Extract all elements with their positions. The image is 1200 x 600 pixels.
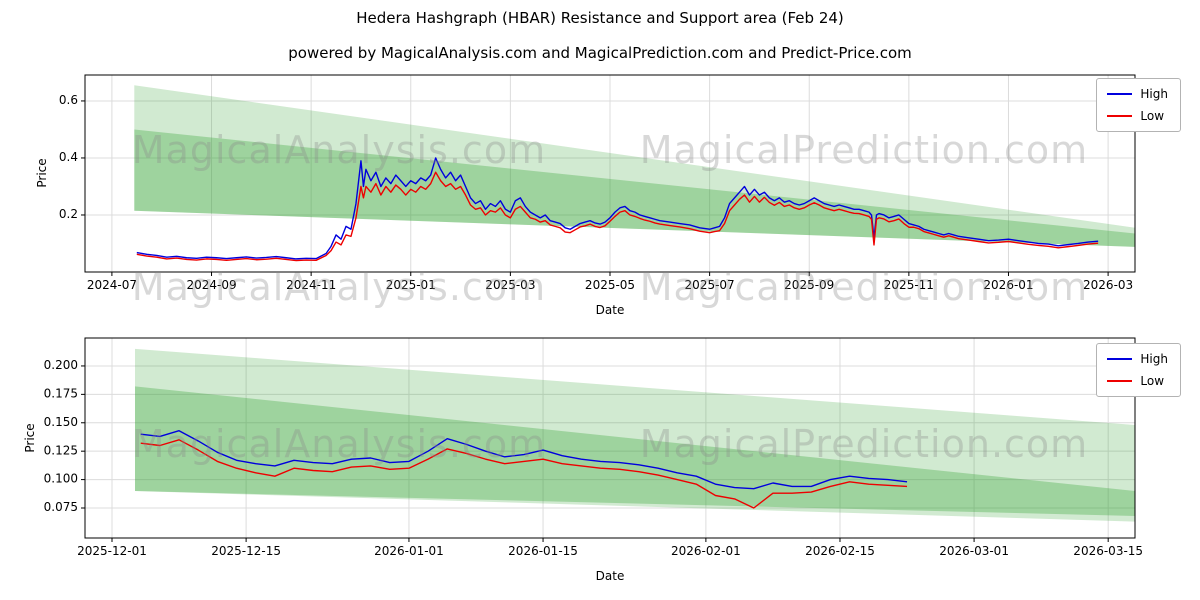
legend-label-low: Low bbox=[1140, 109, 1165, 123]
high-line-swatch bbox=[1107, 358, 1133, 360]
top-x-axis-label: Date bbox=[595, 303, 625, 317]
low-line-swatch bbox=[1107, 115, 1133, 117]
chart-subtitle: powered by MagicalAnalysis.com and Magic… bbox=[288, 44, 912, 62]
low-line-swatch bbox=[1107, 380, 1133, 382]
legend-item-high: High bbox=[1107, 352, 1168, 366]
top-y-axis-label: Price bbox=[35, 158, 49, 188]
legend-item-low: Low bbox=[1107, 109, 1168, 123]
legend-item-high: High bbox=[1107, 87, 1168, 101]
legend-label-high: High bbox=[1140, 352, 1168, 366]
bottom-legend: High Low bbox=[1096, 343, 1181, 397]
bottom-y-axis-label: Price bbox=[23, 423, 37, 453]
legend-item-low: Low bbox=[1107, 374, 1168, 388]
chart-title: Hedera Hashgraph (HBAR) Resistance and S… bbox=[356, 9, 844, 27]
legend-label-high: High bbox=[1140, 87, 1168, 101]
top-legend: High Low bbox=[1096, 78, 1181, 132]
legend-label-low: Low bbox=[1140, 374, 1165, 388]
bottom-x-axis-label: Date bbox=[595, 569, 625, 583]
high-line-swatch bbox=[1107, 93, 1133, 95]
